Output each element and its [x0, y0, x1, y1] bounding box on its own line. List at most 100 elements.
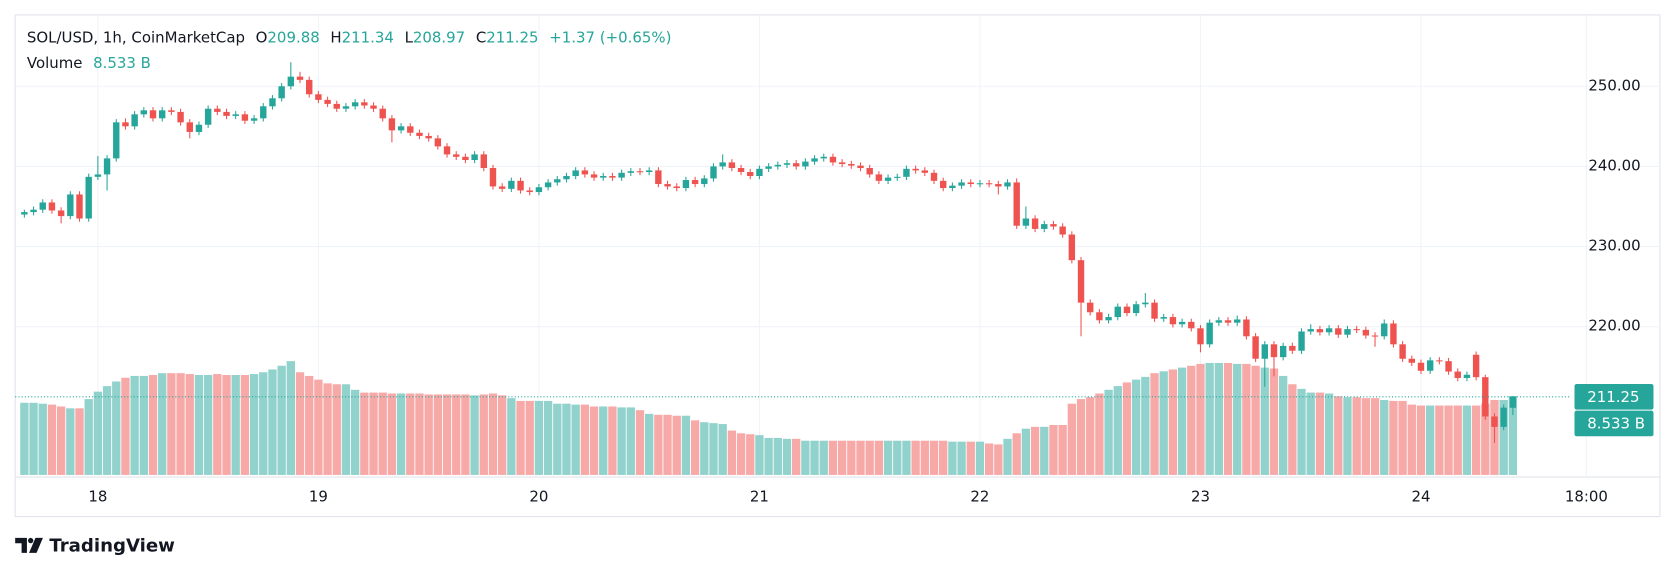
volume-bar — [984, 443, 994, 475]
candle-body — [1068, 234, 1076, 261]
candle-body — [1270, 344, 1278, 358]
candle-body — [324, 99, 331, 104]
y-tick-label: 240.00 — [1588, 156, 1640, 174]
candle-body — [1142, 302, 1149, 305]
candle-body — [995, 184, 1002, 187]
candle-body — [737, 168, 745, 173]
candle-body — [526, 190, 533, 193]
volume-bar — [415, 393, 424, 475]
candle-body — [1160, 317, 1167, 319]
volume-bar — [801, 440, 810, 475]
candle-body — [728, 162, 736, 169]
candle-body — [1472, 354, 1480, 378]
volume-bar — [1012, 433, 1021, 475]
candle-body — [774, 164, 782, 167]
volume-bar — [194, 375, 204, 475]
volume-bar — [1315, 392, 1325, 475]
volume-bar — [1187, 365, 1196, 475]
candle-body — [260, 106, 267, 119]
candle-body — [278, 86, 285, 99]
volume-bar — [1196, 363, 1205, 475]
candle-body — [232, 114, 239, 116]
candle-body — [1188, 321, 1195, 329]
candle-body — [976, 183, 984, 185]
volume-bar — [709, 423, 718, 475]
volume-bar — [920, 440, 929, 475]
volume-bar — [746, 434, 755, 475]
candle-body — [223, 111, 230, 116]
volume-bar — [718, 424, 727, 475]
volume-bar — [1370, 398, 1380, 475]
candle-body — [939, 180, 947, 189]
candle-body — [1022, 218, 1030, 226]
volume-bar — [865, 440, 874, 475]
candle-body — [967, 182, 974, 185]
volume-bar — [369, 392, 378, 475]
candle-body — [673, 186, 680, 189]
volume-bar — [1168, 369, 1178, 475]
candle-body — [1132, 304, 1140, 314]
candle-body — [1234, 319, 1241, 323]
volume-bar — [1407, 404, 1416, 475]
volume-bar — [433, 394, 443, 475]
volume-bar — [130, 375, 139, 475]
volume-bar — [295, 372, 305, 475]
volume-bar — [1352, 397, 1361, 475]
candle-body — [342, 106, 350, 109]
candle-body — [76, 194, 83, 219]
volume-bar — [406, 393, 415, 475]
volume-bar — [47, 404, 57, 475]
volume-bar — [1205, 362, 1214, 475]
volume-bar — [286, 361, 295, 475]
candle-body — [1436, 360, 1443, 362]
price-tag — [1574, 384, 1654, 410]
candle-body — [1500, 407, 1507, 427]
candle-body — [186, 122, 193, 132]
volume-title: Volume — [27, 54, 83, 72]
candle-body — [397, 126, 405, 131]
volume-bar — [975, 441, 985, 475]
volume-bar — [29, 402, 38, 475]
volume-bar — [562, 403, 571, 475]
candle-body — [48, 202, 56, 211]
volume-bar — [1279, 375, 1288, 475]
candle-body — [443, 146, 451, 155]
volume-bar — [1380, 399, 1389, 475]
volume-bar — [121, 377, 130, 475]
candle-body — [1206, 322, 1213, 345]
volume-bar — [148, 375, 158, 475]
volume-bar — [1049, 424, 1058, 475]
candle-body — [85, 176, 92, 219]
candle-body — [903, 168, 910, 177]
candle-body — [480, 154, 487, 169]
candle-body — [875, 174, 883, 181]
volume-bar — [268, 369, 277, 475]
candle-body — [269, 98, 276, 107]
volume-bar — [957, 441, 966, 475]
candle-body — [379, 108, 386, 119]
x-tick-label: 18:00 — [1565, 487, 1608, 505]
volume-bar — [452, 394, 461, 475]
logo-icon — [15, 537, 27, 553]
candle-body — [618, 172, 625, 178]
volume-bar — [1095, 393, 1104, 475]
volume-bar — [883, 440, 893, 475]
volume-bar — [1260, 367, 1269, 475]
candle-body — [296, 76, 304, 80]
candle-body — [1298, 331, 1305, 351]
candle-body — [113, 122, 120, 159]
candle-body — [1004, 182, 1011, 187]
candle-body — [1077, 260, 1085, 303]
candle-body — [1197, 328, 1204, 345]
volume-tag — [1574, 410, 1654, 437]
candle-body — [103, 158, 111, 175]
volume-bar — [341, 384, 351, 475]
volume-bar — [966, 441, 975, 475]
candle-body — [563, 176, 570, 180]
candle-body — [590, 174, 598, 178]
volume-bar — [948, 441, 957, 475]
volume-bar — [93, 391, 103, 475]
x-tick-label: 23 — [1191, 487, 1210, 505]
candle-body — [719, 162, 726, 167]
